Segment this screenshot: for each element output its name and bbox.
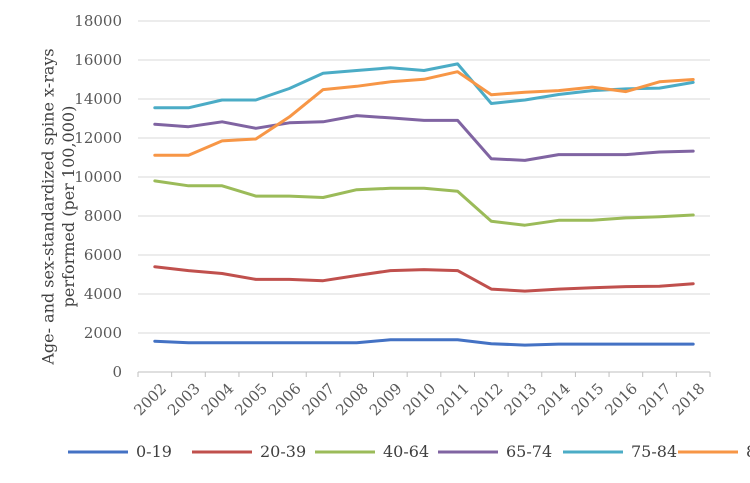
x-tick-label: 2015 (568, 380, 608, 420)
series-line-0-19 (153, 338, 695, 347)
y-axis-ticks: 0 2000 4000 6000 8000 10000 12000 14000 16000 180… (74, 12, 122, 381)
x-tick-label: 2013 (500, 380, 540, 420)
legend-label-20-39: 20-39 (260, 442, 306, 461)
y-axis-label-line-2: performed (per 100,000) (59, 106, 78, 308)
x-tick-label: 2006 (265, 380, 305, 420)
legend-label-75-84: 75-84 (631, 442, 677, 461)
x-tick-label: 2002 (130, 380, 170, 420)
series-line-40-64 (153, 179, 695, 227)
legend-label-40-64: 40-64 (383, 442, 429, 461)
x-tick-label: 2004 (198, 380, 238, 420)
y-tick-label: 12000 (74, 129, 122, 147)
y-axis-label-line-1: Age- and sex-standardized spine x-rays (38, 48, 57, 365)
y-tick-label: 8000 (84, 207, 122, 225)
x-tick-label: 2011 (433, 380, 473, 420)
y-tick-label: 18000 (74, 12, 122, 30)
y-tick-label: 0 (112, 363, 122, 381)
legend-label-0-19: 0-19 (136, 442, 172, 461)
x-tick-label: 2008 (332, 380, 372, 420)
x-tick-label: 2012 (467, 380, 507, 420)
legend-label-65-74: 65-74 (506, 442, 552, 461)
x-tick-label: 2014 (534, 380, 574, 420)
x-tick-label: 2017 (635, 380, 675, 420)
y-tick-label: 10000 (74, 168, 122, 186)
series-line-65-74 (153, 114, 695, 162)
x-tick-label: 2003 (164, 380, 204, 420)
x-tick-label: 2005 (231, 380, 271, 420)
series-line-85-105 (153, 70, 695, 157)
legend: 0-19 20-39 40-64 65-74 75-84 85-105 (68, 442, 750, 461)
y-tick-label: 4000 (84, 285, 122, 303)
y-tick-label: 16000 (74, 51, 122, 69)
gridlines (137, 20, 711, 377)
y-tick-label: 6000 (84, 246, 122, 264)
x-axis-ticks: 2002200320042005200620072008200920102011… (130, 380, 708, 420)
y-tick-label: 14000 (74, 90, 122, 108)
series-line-20-39 (153, 265, 695, 293)
y-tick-label: 2000 (84, 324, 122, 342)
legend-label-85-105: 85-105 (746, 442, 750, 461)
y-axis-label: Age- and sex-standardized spine x-rays pe… (38, 48, 78, 365)
x-tick-label: 2009 (366, 380, 406, 420)
x-tick-label: 2016 (601, 380, 641, 420)
series-line-75-84 (153, 62, 695, 110)
x-tick-label: 2007 (299, 380, 339, 420)
x-tick-label: 2010 (400, 380, 440, 420)
x-tick-label: 2018 (669, 380, 709, 420)
series-lines (153, 62, 695, 347)
